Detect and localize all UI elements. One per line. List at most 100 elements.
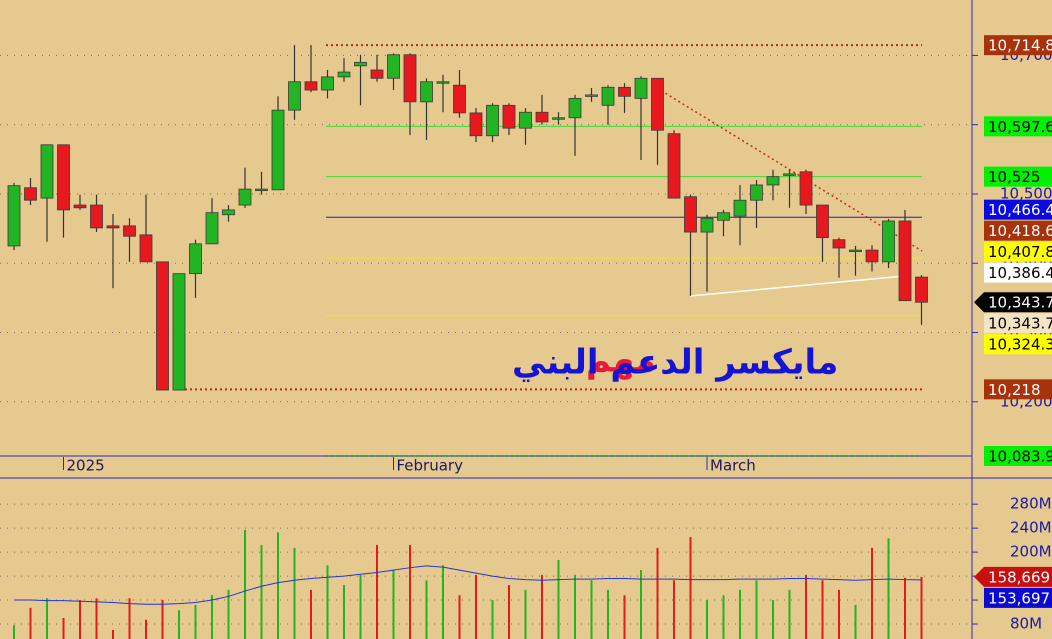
level-box (984, 566, 1052, 587)
candle-body (733, 199, 747, 217)
candle-body (519, 111, 532, 129)
candle-body (585, 94, 598, 97)
candle-body (882, 220, 895, 263)
candle-body (238, 188, 252, 206)
candle-body (403, 54, 417, 103)
candle-body (189, 243, 202, 275)
candle-body (832, 239, 846, 249)
level-box (984, 35, 1052, 56)
candle-body (799, 171, 813, 206)
candle-body (271, 109, 285, 191)
candle-body (618, 86, 631, 97)
candle-body (766, 176, 780, 186)
candle-body (73, 204, 87, 209)
level-label: 10,218 (988, 381, 1041, 399)
candle-body (453, 84, 466, 114)
y-tick-label: 200M (1010, 543, 1052, 561)
candle-body (90, 204, 103, 229)
candle-body (601, 86, 615, 106)
candle-body (172, 273, 186, 391)
candle-body (667, 133, 681, 199)
candle-body (205, 212, 219, 245)
y-tick-label: 280M (1010, 495, 1052, 513)
candle-body (139, 234, 153, 263)
y-tick-label: 80M (1010, 615, 1042, 633)
candle-body (898, 220, 912, 302)
candle-body (354, 61, 367, 67)
candle-body (123, 225, 136, 237)
level-box (984, 241, 1052, 262)
level-label: 10,466.4 (988, 201, 1052, 219)
resistance-trendline (656, 87, 923, 252)
candle-body (915, 276, 928, 303)
y-tick-label: 10,500 (1000, 184, 1052, 202)
x-tick-label: March (710, 457, 756, 475)
level-label: 10,386.4 (988, 264, 1052, 282)
level-label: 10,714.8 (988, 37, 1052, 55)
x-tick-label: 2025 (67, 457, 105, 475)
annotation: مايكسر الدعم البني (512, 343, 838, 383)
candle-body (370, 69, 384, 79)
support-trendline (689, 275, 906, 297)
level-box (984, 334, 1052, 355)
candle-body (849, 249, 862, 252)
level-box (984, 116, 1052, 137)
level-box (984, 220, 1052, 241)
candle-body (486, 104, 499, 137)
level-box (984, 262, 1052, 283)
level-label: 10,324.3 (988, 336, 1052, 354)
candle-body (337, 71, 351, 78)
candle-body (156, 261, 169, 391)
candle-body (321, 76, 334, 91)
candle-body (255, 188, 268, 192)
candle-body (502, 104, 516, 129)
candle-body (634, 77, 648, 99)
candle-body (552, 117, 565, 120)
candle-body (568, 97, 582, 119)
candle-body (222, 209, 235, 216)
candle-body (469, 112, 483, 137)
candle-body (750, 184, 763, 201)
level-label: 10,525 (988, 168, 1041, 186)
candle-body (651, 77, 664, 131)
candle-body (865, 249, 879, 263)
level-box (984, 292, 1052, 313)
candle-body (304, 81, 318, 91)
candle-body (7, 185, 21, 247)
current-marker (974, 566, 984, 587)
candle-body (24, 187, 37, 201)
level-box (984, 199, 1052, 220)
level-box (984, 587, 1052, 608)
candle-body (387, 54, 400, 79)
level-label: 10,343.7 (988, 315, 1052, 333)
level-box (984, 379, 1052, 400)
candle-body (783, 173, 796, 176)
candle-body (40, 144, 54, 199)
candle-body (717, 212, 730, 221)
candle-body (436, 81, 450, 84)
x-tick-label: February (397, 457, 464, 475)
candle-body (700, 217, 714, 233)
level-label: 10,343.7 (988, 294, 1052, 312)
level-box (984, 313, 1052, 334)
level-box (984, 166, 1052, 187)
candle-body (288, 81, 301, 111)
current-marker (974, 292, 984, 313)
level-label: 10,083.9 (988, 448, 1052, 466)
level-label: 10,418.6 (988, 222, 1052, 240)
level-label: 158,669 (988, 568, 1050, 586)
level-label: 10,597.6 (988, 118, 1052, 136)
level-label: 10,407.8 (988, 243, 1052, 261)
candle-body (535, 111, 549, 123)
y-tick-label: 240M (1010, 519, 1052, 537)
candle-body (816, 204, 829, 239)
candle-body (57, 144, 70, 211)
level-label: 153,697 (988, 589, 1050, 607)
annotation: مهم (586, 341, 656, 381)
candle-body (420, 81, 433, 103)
volume-average (14, 565, 922, 605)
candle-body (106, 225, 120, 229)
level-box (984, 446, 1052, 466)
